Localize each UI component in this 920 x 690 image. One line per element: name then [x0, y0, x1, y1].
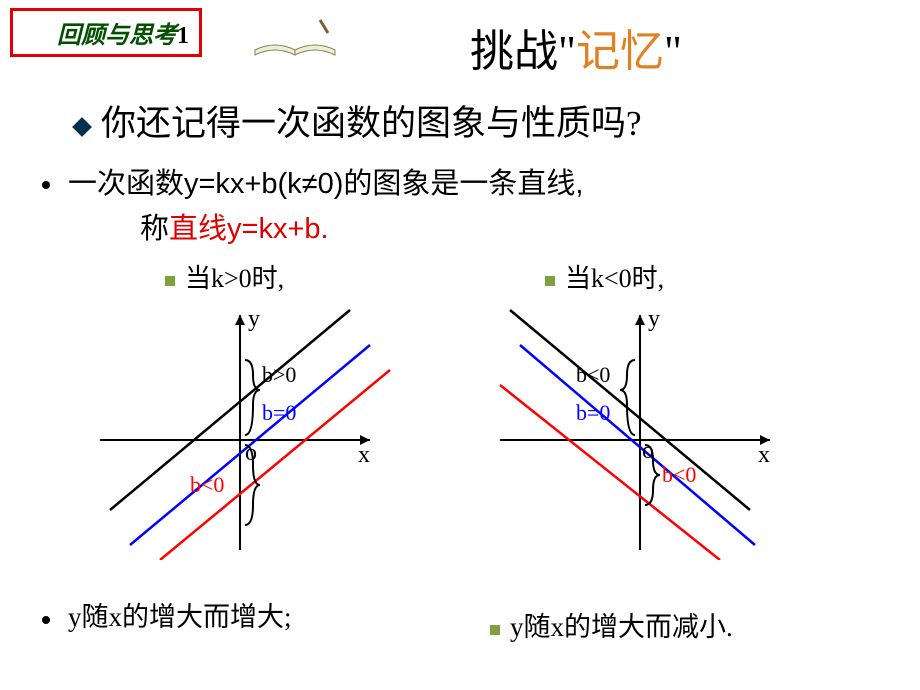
- graph-right-svg: [490, 300, 810, 560]
- quote-open: ": [558, 27, 576, 76]
- conclusion-left-text: y随x的增大而增大;: [68, 602, 292, 632]
- sq-bullet-icon: [490, 625, 500, 635]
- badge-text: 回顾与思考: [57, 23, 177, 49]
- quote-close: ": [664, 27, 682, 76]
- case-left-text: 当k>0时,: [185, 264, 284, 293]
- badge-num: 1: [177, 23, 189, 49]
- b-pos-label-r: b<0: [576, 362, 610, 388]
- point-1-sub: 称直线y=kx+b.: [140, 205, 329, 247]
- b-neg-label: b<0: [190, 472, 224, 498]
- conclusion-left: y随x的增大而增大;: [42, 595, 402, 634]
- main-question: 你还记得一次函数的图象与性质吗?: [75, 95, 642, 146]
- graph-k-positive: y x o b>0 b=0 b<0: [90, 300, 410, 560]
- point-1-sub-pre: 称: [140, 213, 169, 245]
- title-prefix: 挑战: [470, 27, 558, 76]
- b-zero-label-r: b=0: [576, 400, 610, 426]
- point-1-text: 一次函数y=kx+b(k≠0)的图象是一条直线,: [68, 168, 583, 200]
- question-text: 你还记得一次函数的图象与性质吗?: [101, 104, 642, 143]
- y-axis-label: y: [648, 306, 660, 333]
- graph-k-negative: y x o b<0 b=0 b<0: [490, 300, 810, 560]
- conclusion-right-text: y随x的增大而减小.: [510, 612, 733, 642]
- b-zero-label: b=0: [262, 400, 296, 426]
- sq-bullet-icon: [545, 276, 555, 286]
- y-axis-label: y: [248, 306, 260, 333]
- diamond-icon: [72, 117, 92, 137]
- origin-label: o: [642, 438, 654, 465]
- dot-bullet-icon: [42, 616, 50, 624]
- conclusion-right: y随x的增大而减小.: [490, 605, 733, 644]
- case-right-text: 当k<0时,: [565, 264, 664, 293]
- origin-label: o: [245, 440, 257, 467]
- header-badge: 回顾与思考1: [10, 8, 202, 57]
- b-pos-label: b>0: [262, 362, 296, 388]
- x-axis-label: x: [758, 442, 770, 469]
- case-left-label: 当k>0时,: [165, 258, 284, 295]
- x-axis-label: x: [358, 442, 370, 469]
- sq-bullet-icon: [165, 276, 175, 286]
- case-right-label: 当k<0时,: [545, 258, 664, 295]
- point-1: 一次函数y=kx+b(k≠0)的图象是一条直线,: [42, 160, 583, 202]
- book-icon: [250, 15, 340, 60]
- graph-left-svg: [90, 300, 410, 560]
- b-neg-label-r: b<0: [662, 462, 696, 488]
- title-highlight: 记忆: [576, 27, 664, 76]
- point-1-sub-red: 直线y=kx+b.: [169, 213, 329, 245]
- dot-bullet-icon: [42, 181, 50, 189]
- page-title: 挑战"记忆": [470, 15, 682, 79]
